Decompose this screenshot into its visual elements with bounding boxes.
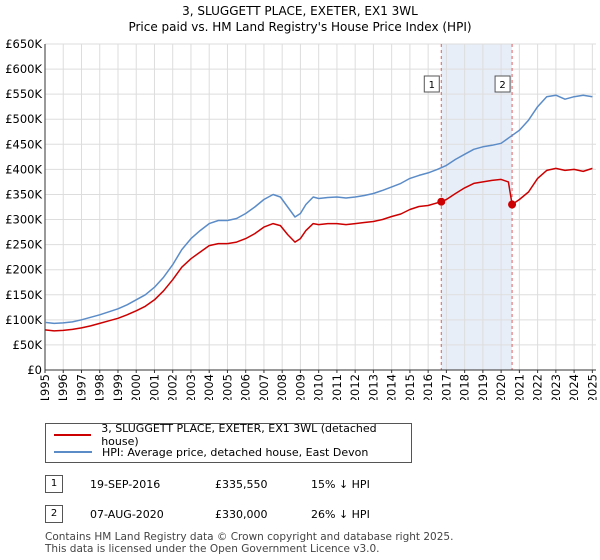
x-tick-label: 2023 [549,374,563,400]
transaction-date: 07-AUG-2020 [90,508,164,521]
y-tick-label: £350K [5,187,42,201]
sale-point [508,200,517,209]
sale-point [437,197,446,206]
x-tick-label: 2020 [494,374,508,400]
x-tick-label: 2012 [348,374,362,400]
sale-period-shade [441,44,513,370]
x-tick-label: 2013 [366,374,380,400]
transaction-hpi: 15% ↓ HPI [311,478,370,491]
x-tick-label: 2006 [239,374,253,400]
y-tick-label: £550K [5,87,42,101]
footer-licence: This data is licensed under the Open Gov… [45,543,380,555]
x-tick-label: 2008 [275,374,289,400]
series-line-property [44,167,593,332]
series-line-hpi [44,94,593,325]
x-tick-label: 2010 [312,374,326,400]
y-tick-label: £200K [5,263,42,277]
x-tick-label: 2001 [147,374,161,400]
y-tick-label: £250K [5,238,42,252]
x-tick-label: 2022 [531,374,545,400]
price-chart: £0 £50K £100K £150K £200K £250K £300K £350K £400… [5,37,599,400]
y-tick-label: £400K [5,162,42,176]
x-tick-label: 2011 [330,374,344,400]
x-tick-label: 2000 [129,374,143,400]
legend-item-property: 3, SLUGGETT PLACE, EXETER, EX1 3WL (deta… [54,422,411,448]
x-tick-label: 1999 [111,374,125,400]
y-tick-label: £600K [5,62,42,76]
x-tick-label: 2021 [512,374,526,400]
x-tick-label: 2024 [567,374,581,400]
y-tick-label: £500K [5,112,42,126]
x-tick-label: 1996 [56,374,70,400]
transaction-date: 19-SEP-2016 [90,478,161,491]
sale-label: 2 [499,80,505,91]
chart-title: 3, SLUGGETT PLACE, EXETER, EX1 3WL [182,4,418,18]
x-tick-label: 2009 [293,374,307,400]
legend-swatch-hpi [54,451,92,453]
transaction-hpi: 26% ↓ HPI [311,508,370,521]
y-tick-label: £0 [27,363,42,377]
legend-item-hpi: HPI: Average price, detached house, East… [54,444,368,460]
transaction-price: £335,550 [215,478,268,491]
chart-subtitle: Price paid vs. HM Land Registry's House … [128,20,472,34]
transaction-price: £330,000 [215,508,268,521]
x-tick-label: 2019 [476,374,490,400]
x-tick-label: 2025 [585,374,599,400]
x-tick-label: 1997 [74,374,88,400]
x-tick-label: 2015 [403,374,417,400]
footer-copyright: Contains HM Land Registry data © Crown c… [45,531,454,543]
y-tick-label: £300K [5,213,42,227]
x-tick-label: 2014 [385,374,399,400]
x-tick-label: 2018 [458,374,472,400]
x-tick-label: 2016 [421,374,435,400]
legend-label-hpi: HPI: Average price, detached house, East… [102,445,369,459]
legend-swatch-property [54,434,92,436]
x-tick-label: 1998 [93,374,107,400]
chart-legend: 3, SLUGGETT PLACE, EXETER, EX1 3WL (deta… [45,422,412,463]
x-tick-label: 2007 [257,374,271,400]
x-tick-label: 2003 [184,374,198,400]
transaction-number: 2 [45,505,63,523]
y-tick-label: £450K [5,137,42,151]
sale-label-box [494,75,511,93]
y-tick-label: £100K [5,313,42,327]
x-tick-label: 2005 [220,374,234,400]
legend-label-property: 3, SLUGGETT PLACE, EXETER, EX1 3WL (deta… [101,422,377,448]
y-tick-label: £150K [5,288,42,302]
x-tick-label: 2017 [439,374,453,400]
transaction-number: 1 [45,475,63,493]
sale-label: 1 [429,80,435,91]
y-tick-label: £650K [5,37,42,51]
x-tick-label: 1995 [38,374,52,400]
sale-label-box [423,75,440,93]
x-tick-label: 2002 [166,374,180,400]
y-tick-label: £50K [13,338,43,352]
x-tick-label: 2004 [202,374,216,400]
footer: Contains HM Land Registry data © Crown c… [45,531,453,555]
